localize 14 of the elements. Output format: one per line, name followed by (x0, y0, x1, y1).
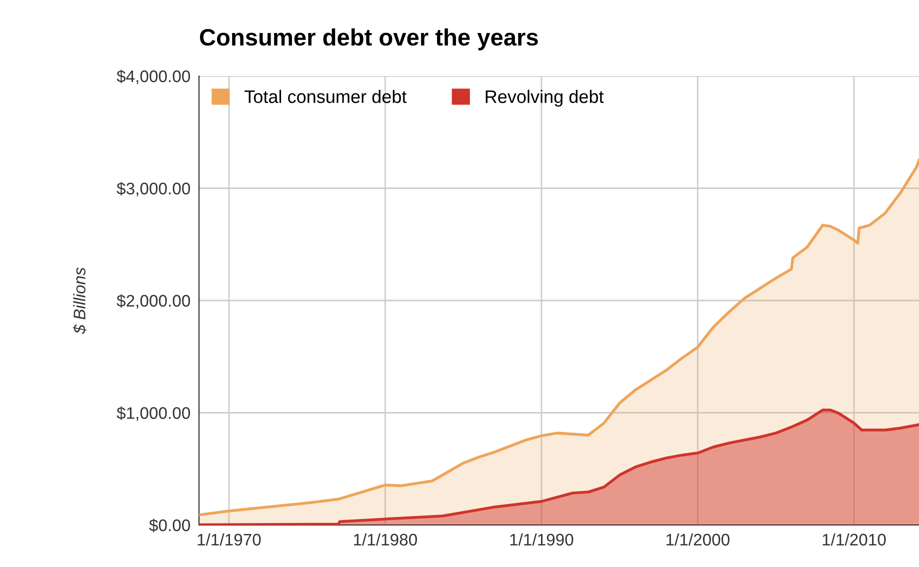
x-tick-label: 1/1/1990 (510, 533, 574, 546)
x-tick-label: 1/1/2010 (822, 533, 886, 546)
y-axis-title: $ Billions (72, 267, 86, 334)
x-tick-label: 1/1/2000 (666, 533, 730, 546)
y-tick-label: $4,000.00 (116, 70, 190, 84)
chart-title: Consumer debt over the years (200, 28, 538, 50)
y-tick-label: $1,000.00 (116, 406, 190, 421)
x-tick-label: 1/1/1980 (354, 533, 417, 546)
y-tick-label: $0.00 (149, 518, 190, 532)
y-tick-label: $3,000.00 (116, 182, 190, 196)
y-tick-label: $2,000.00 (116, 294, 190, 309)
x-tick-label: 1/1/1970 (198, 533, 261, 546)
legend-label: Total consumer debt (244, 90, 407, 104)
legend-label: Revolving debt (486, 90, 604, 107)
